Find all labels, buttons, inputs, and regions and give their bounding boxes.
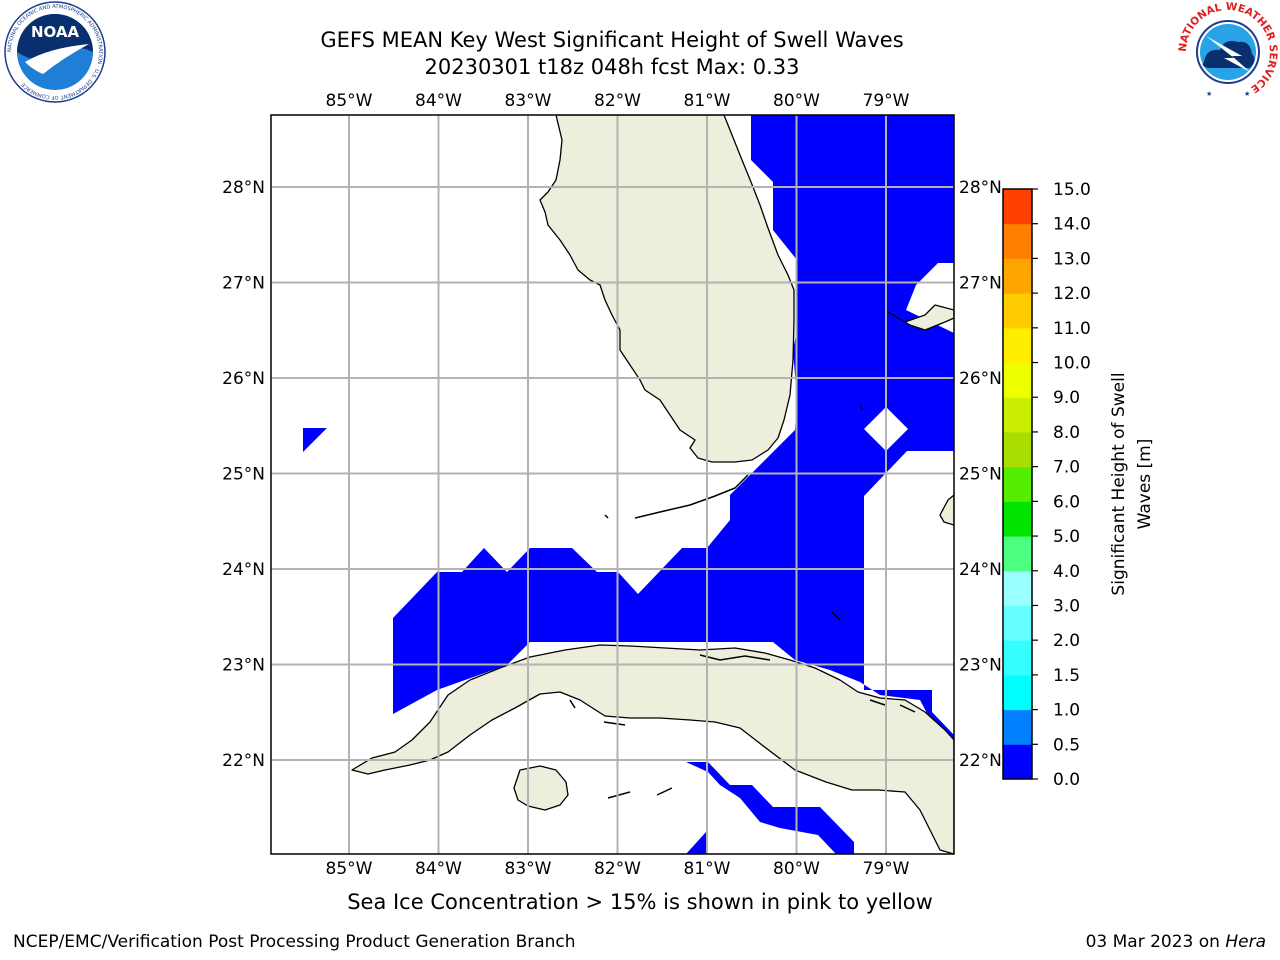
svg-text:★: ★	[1244, 90, 1250, 98]
nws-logo: NATIONAL WEATHER SERVICE ★ ★	[1177, 1, 1279, 102]
lat-label-right: 25°N	[959, 465, 1002, 485]
lon-label-bottom: 83°W	[505, 859, 552, 879]
colorbar-tick-label: 14.0	[1053, 215, 1091, 235]
longitude-labels-top: 85°W 84°W 83°W 82°W 81°W 80°W 79°W	[326, 91, 910, 111]
producer-credit: NCEP/EMC/Verification Post Processing Pr…	[13, 932, 576, 952]
colorbar-segment	[1003, 431, 1032, 468]
colorbar-segment	[1003, 258, 1032, 294]
run-system: Hera	[1225, 932, 1266, 952]
lon-label-top: 85°W	[326, 91, 373, 111]
colorbar-segment	[1003, 466, 1032, 502]
lat-label-right: 28°N	[959, 178, 1002, 198]
map-title: GEFS MEAN Key West Significant Height of…	[320, 28, 904, 52]
colorbar-segment	[1003, 223, 1032, 259]
lon-label-bottom: 80°W	[773, 859, 820, 879]
graticule	[271, 115, 954, 854]
colorbar-segment	[1003, 362, 1032, 398]
colorbar-segment	[1003, 674, 1032, 711]
lat-label-left: 27°N	[222, 274, 265, 294]
latitude-labels-right: 28°N 27°N 26°N 25°N 24°N 23°N 22°N	[959, 178, 1002, 771]
lat-label-left: 24°N	[222, 560, 265, 580]
lon-label-bottom: 79°W	[863, 859, 910, 879]
colorbar-segment	[1003, 327, 1032, 364]
colorbar-tick-label: 6.0	[1053, 492, 1080, 512]
colorbar-tick-label: 4.0	[1053, 562, 1080, 582]
colorbar-tick-label: 0.5	[1053, 735, 1080, 755]
colorbar: 0.0 0.5 1.0 1.5 2.0 3.0 4.0 5.0 6.0 7.0 8.0 9.0 10.0…	[1002, 180, 1091, 790]
colorbar-segment	[1003, 293, 1032, 329]
colorbar-segment	[1003, 536, 1032, 572]
lon-label-bottom: 84°W	[415, 859, 462, 879]
noaa-logo-text: NOAA	[31, 23, 80, 41]
colorbar-segment	[1003, 397, 1032, 433]
colorbar-tick-label: 9.0	[1053, 388, 1080, 408]
grand-bahama	[887, 304, 954, 331]
lat-label-right: 24°N	[959, 560, 1002, 580]
isla-de-la-juventud	[513, 765, 569, 811]
colorbar-segment	[1003, 744, 1032, 780]
lat-label-left: 23°N	[222, 656, 265, 676]
colorbar-label-line2: Waves [m]	[1135, 439, 1155, 530]
lon-label-bottom: 85°W	[326, 859, 373, 879]
lat-label-right: 23°N	[959, 656, 1002, 676]
colorbar-segment	[1003, 501, 1032, 537]
colorbar-segment	[1003, 709, 1032, 745]
svg-text:★: ★	[1206, 90, 1212, 98]
colorbar-tick-label: 10.0	[1053, 354, 1091, 374]
colorbar-tick-label: 11.0	[1053, 319, 1091, 339]
colorbar-segment	[1003, 640, 1032, 676]
lon-label-top: 83°W	[505, 91, 552, 111]
land-masses	[351, 115, 954, 854]
andros	[939, 494, 954, 526]
run-date-text: 03 Mar 2023 on	[1085, 932, 1220, 952]
plot-frame	[270, 114, 955, 855]
lon-label-top: 81°W	[684, 91, 731, 111]
lat-label-left: 28°N	[222, 178, 265, 198]
colorbar-label-line1: Significant Height of Swell	[1109, 372, 1129, 595]
colorbar-segment	[1003, 605, 1032, 641]
lat-label-left: 22°N	[222, 751, 265, 771]
colorbar-tick-label: 7.0	[1053, 458, 1080, 478]
colorbar-tick-label: 1.5	[1053, 666, 1080, 686]
lat-label-right: 22°N	[959, 751, 1002, 771]
lon-label-top: 82°W	[594, 91, 641, 111]
lon-label-bottom: 82°W	[594, 859, 641, 879]
lon-label-top: 80°W	[773, 91, 820, 111]
swell-height-field	[303, 115, 954, 854]
colorbar-tick-label: 3.0	[1053, 596, 1080, 616]
map-subtitle: 20230301 t18z 048h fcst Max: 0.33	[424, 55, 800, 79]
colorbar-tick-label: 0.0	[1053, 770, 1080, 790]
colorbar-frame	[1002, 188, 1033, 780]
longitude-labels-bottom: 85°W 84°W 83°W 82°W 81°W 80°W 79°W	[326, 859, 910, 879]
sea-ice-note: Sea Ice Concentration > 15% is shown in …	[347, 890, 933, 914]
lat-label-right: 26°N	[959, 369, 1002, 389]
colorbar-tick-label: 15.0	[1053, 180, 1091, 200]
island-strokes	[569, 404, 916, 799]
colorbar-segment	[1003, 570, 1032, 606]
lon-label-top: 79°W	[863, 91, 910, 111]
noaa-logo: NATIONAL OCEANIC AND ATMOSPHERIC ADMINIS…	[4, 1, 106, 103]
lat-label-left: 25°N	[222, 465, 265, 485]
lat-label-right: 27°N	[959, 274, 1002, 294]
lat-label-left: 26°N	[222, 369, 265, 389]
colorbar-tick-label: 8.0	[1053, 423, 1080, 443]
lon-label-bottom: 81°W	[684, 859, 731, 879]
colorbar-tick-label: 5.0	[1053, 527, 1080, 547]
florida	[539, 115, 795, 463]
run-date: 03 Mar 2023 on Hera	[1086, 932, 1266, 952]
colorbar-tick-label: 12.0	[1053, 284, 1091, 304]
colorbar-tick-label: 1.0	[1053, 701, 1080, 721]
colorbar-segment	[1003, 189, 1032, 225]
lon-label-top: 84°W	[415, 91, 462, 111]
colorbar-tick-label: 13.0	[1053, 249, 1091, 269]
latitude-labels-left: 28°N 27°N 26°N 25°N 24°N 23°N 22°N	[222, 178, 265, 771]
colorbar-tick-label: 2.0	[1053, 631, 1080, 651]
